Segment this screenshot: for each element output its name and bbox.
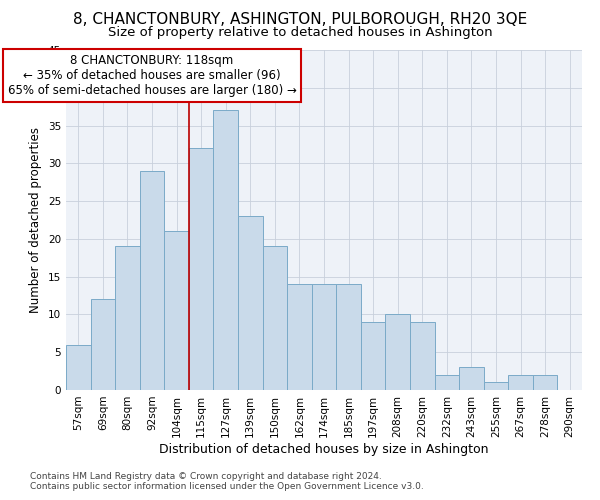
Bar xyxy=(66,344,91,390)
Bar xyxy=(164,232,189,390)
Bar xyxy=(214,110,238,390)
Y-axis label: Number of detached properties: Number of detached properties xyxy=(29,127,43,313)
Bar xyxy=(410,322,434,390)
Bar xyxy=(434,375,459,390)
Text: 8 CHANCTONBURY: 118sqm
← 35% of detached houses are smaller (96)
65% of semi-det: 8 CHANCTONBURY: 118sqm ← 35% of detached… xyxy=(8,54,296,97)
Bar xyxy=(508,375,533,390)
Bar xyxy=(336,284,361,390)
Bar xyxy=(91,300,115,390)
Text: 8, CHANCTONBURY, ASHINGTON, PULBOROUGH, RH20 3QE: 8, CHANCTONBURY, ASHINGTON, PULBOROUGH, … xyxy=(73,12,527,28)
Bar xyxy=(238,216,263,390)
Bar xyxy=(287,284,312,390)
Bar xyxy=(484,382,508,390)
Bar xyxy=(189,148,214,390)
Text: Contains HM Land Registry data © Crown copyright and database right 2024.
Contai: Contains HM Land Registry data © Crown c… xyxy=(30,472,424,491)
Bar xyxy=(533,375,557,390)
Bar xyxy=(263,246,287,390)
Text: Size of property relative to detached houses in Ashington: Size of property relative to detached ho… xyxy=(107,26,493,39)
X-axis label: Distribution of detached houses by size in Ashington: Distribution of detached houses by size … xyxy=(159,442,489,456)
Bar xyxy=(361,322,385,390)
Bar xyxy=(385,314,410,390)
Bar xyxy=(312,284,336,390)
Bar xyxy=(140,171,164,390)
Bar xyxy=(459,368,484,390)
Bar xyxy=(115,246,140,390)
